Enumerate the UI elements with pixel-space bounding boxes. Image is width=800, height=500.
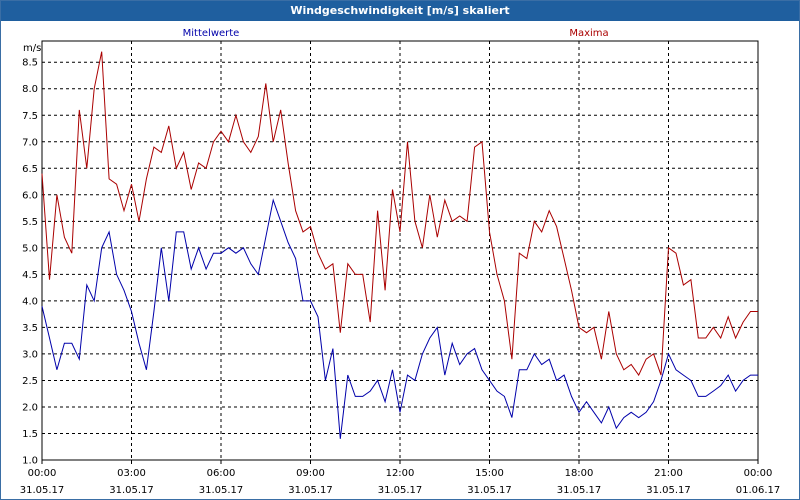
y-tick-label: 3.5 bbox=[22, 323, 38, 334]
x-tick-time: 15:00 bbox=[475, 468, 504, 479]
series-line-maxima bbox=[41, 51, 758, 377]
x-tick-time: 00:00 bbox=[28, 468, 57, 479]
y-tick-label: 5.5 bbox=[22, 217, 38, 228]
x-tick-time: 00:00 bbox=[744, 468, 773, 479]
x-axis-labels: 00:00 31.05.17 03:00 31.05.17 06:00 31.05.17 0… bbox=[20, 468, 781, 496]
y-tick-label: 1.0 bbox=[22, 456, 38, 467]
y-axis-unit: m/s bbox=[23, 43, 41, 54]
y-tick-label: 5.0 bbox=[22, 243, 38, 254]
x-tick-time: 03:00 bbox=[117, 468, 146, 479]
y-tick-label: 6.0 bbox=[22, 190, 38, 201]
y-axis-labels: 1.0 1.5 2.0 2.5 3.0 3.5 4.0 4.5 5.0 5.5 6.0 6.5 7.0 7… bbox=[22, 58, 38, 467]
x-tick-date: 01.06.17 bbox=[736, 485, 781, 496]
x-tick-date: 31.05.17 bbox=[467, 485, 512, 496]
y-tick-label: 7.0 bbox=[22, 137, 38, 148]
y-tick-label: 8.5 bbox=[22, 58, 38, 69]
y-tick-label: 3.0 bbox=[22, 349, 38, 360]
legend-maxima: Maxima bbox=[569, 28, 608, 39]
series-line-mittelwerte bbox=[41, 198, 758, 439]
x-tick-time: 18:00 bbox=[565, 468, 594, 479]
x-tick-time: 09:00 bbox=[296, 468, 325, 479]
x-tick-date: 31.05.17 bbox=[288, 485, 333, 496]
y-tick-label: 4.0 bbox=[22, 296, 38, 307]
chart-title: Windgeschwindigkeit [m/s] skaliert bbox=[1, 1, 799, 21]
y-tick-label: 6.5 bbox=[22, 164, 38, 175]
y-tick-label: 7.5 bbox=[22, 111, 38, 122]
plot-frame bbox=[41, 40, 759, 461]
y-tick-label: 2.0 bbox=[22, 402, 38, 413]
x-tick-time: 06:00 bbox=[207, 468, 236, 479]
y-tick-label: 2.5 bbox=[22, 376, 38, 387]
y-tick-label: 4.5 bbox=[22, 270, 38, 281]
x-tick-date: 31.05.17 bbox=[557, 485, 602, 496]
legend-mittelwerte: Mittelwerte bbox=[183, 28, 240, 39]
chart-plot: 1.0 1.5 2.0 2.5 3.0 3.5 4.0 4.5 5.0 5.5 6.0 6.5 7.0 7… bbox=[20, 28, 781, 496]
x-tick-date: 31.05.17 bbox=[20, 485, 65, 496]
x-tick-date: 31.05.17 bbox=[199, 485, 244, 496]
x-tick-time: 21:00 bbox=[654, 468, 683, 479]
series-lines bbox=[41, 51, 758, 439]
x-tick-date: 31.05.17 bbox=[109, 485, 154, 496]
grid-lines bbox=[41, 41, 759, 464]
x-tick-date: 31.05.17 bbox=[378, 485, 423, 496]
y-tick-label: 1.5 bbox=[22, 429, 38, 440]
x-tick-date: 31.05.17 bbox=[646, 485, 691, 496]
x-tick-time: 12:00 bbox=[386, 468, 415, 479]
y-tick-label: 8.0 bbox=[22, 84, 38, 95]
